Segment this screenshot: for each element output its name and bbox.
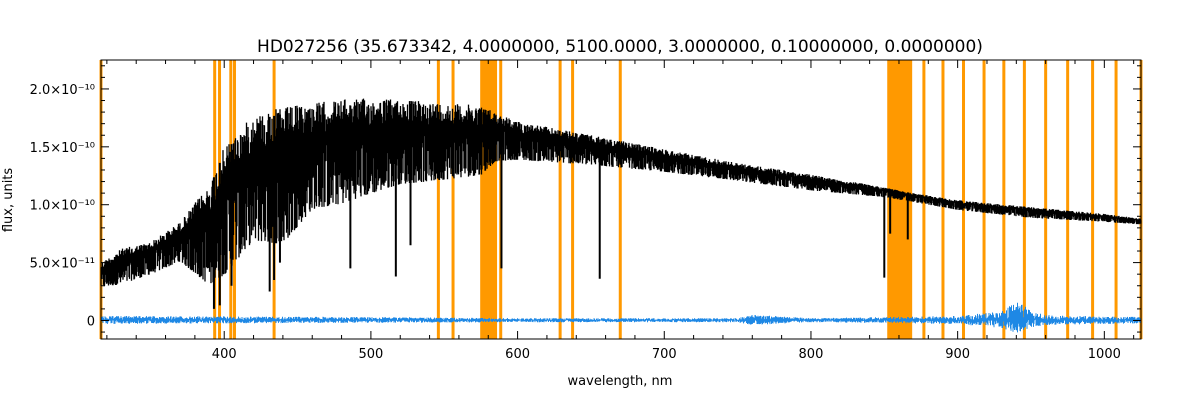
y-tick-label: 1.0×10⁻¹⁰ — [30, 199, 95, 214]
y-axis-ticks: 0 5.0×10⁻¹¹ 1.0×10⁻¹⁰ 1.5×10⁻¹⁰ 2.0×10⁻¹⁰ — [30, 65, 1141, 333]
x-tick-label: 400 — [212, 347, 237, 362]
x-tick-label: 1000 — [1088, 347, 1121, 362]
mask-band — [480, 60, 498, 339]
plot-frame — [100, 59, 1142, 340]
chart-title: HD027256 (35.673342, 4.0000000, 5100.000… — [257, 37, 983, 57]
x-axis-label: wavelength, nm — [568, 374, 673, 389]
x-tick-label: 700 — [652, 347, 677, 362]
y-tick-label: 0 — [87, 314, 95, 329]
x-axis-ticks: 400 500 600 700 800 900 1000 — [106, 60, 1135, 362]
x-tick-label: 600 — [505, 347, 530, 362]
y-tick-label: 1.5×10⁻¹⁰ — [30, 141, 95, 156]
y-tick-label: 5.0×10⁻¹¹ — [30, 257, 95, 272]
y-axis-label: flux, units — [1, 168, 16, 233]
x-tick-label: 900 — [945, 347, 970, 362]
x-tick-label: 500 — [358, 347, 383, 362]
y-tick-label: 2.0×10⁻¹⁰ — [30, 83, 95, 98]
flux-series — [100, 98, 1142, 309]
x-tick-label: 800 — [799, 347, 824, 362]
